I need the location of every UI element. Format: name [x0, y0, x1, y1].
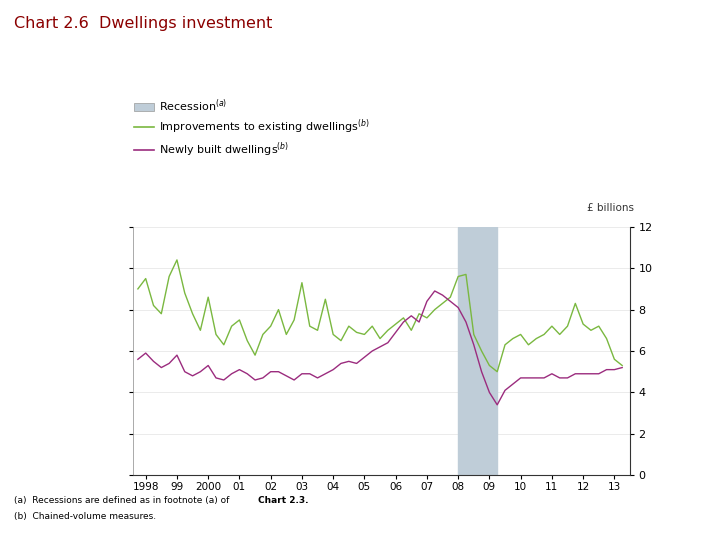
Text: £ billions: £ billions [587, 203, 634, 213]
Text: (a)  Recessions are defined as in footnote (a) of: (a) Recessions are defined as in footnot… [14, 496, 233, 505]
Text: Chart 2.3.: Chart 2.3. [258, 496, 308, 505]
Legend: Recession$^{(a)}$, Improvements to existing dwellings$^{(b)}$, Newly built dwell: Recession$^{(a)}$, Improvements to exist… [134, 97, 370, 159]
Bar [458, 227, 498, 475]
Text: (b)  Chained-volume measures.: (b) Chained-volume measures. [14, 512, 156, 521]
Text: Chart 2.6  Dwellings investment: Chart 2.6 Dwellings investment [14, 16, 273, 31]
